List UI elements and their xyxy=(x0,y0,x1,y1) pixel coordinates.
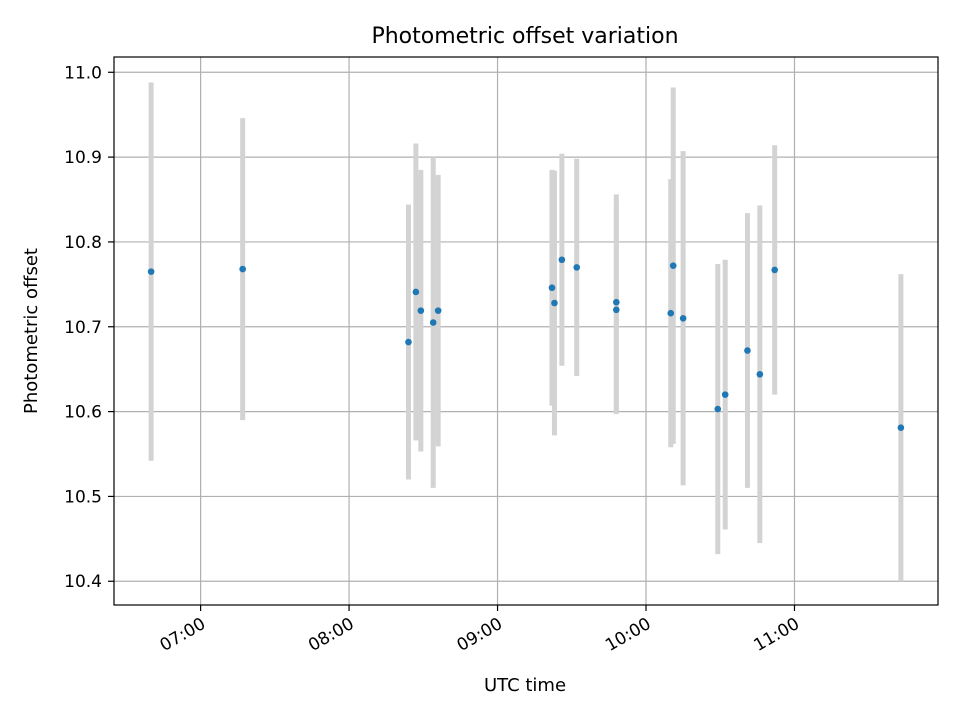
y-tick-label: 10.6 xyxy=(64,403,102,423)
chart-title: Photometric offset variation xyxy=(371,24,678,49)
data-point xyxy=(714,405,722,413)
data-point xyxy=(239,265,246,273)
data-point xyxy=(548,284,556,292)
data-point xyxy=(897,424,905,432)
plot-frame xyxy=(113,56,939,606)
data-point xyxy=(721,391,729,398)
x-axis-label: UTC time xyxy=(484,675,566,696)
data-point xyxy=(412,288,420,296)
data-point xyxy=(771,266,778,274)
x-axis-ticks: 07:00 08:00 09:00 10:00 11:00 xyxy=(157,605,803,656)
y-axis-label: Photometric offset xyxy=(21,248,42,414)
y-tick-label: 10.5 xyxy=(64,487,102,507)
data-point xyxy=(756,370,764,378)
data-point xyxy=(573,264,581,271)
data-points xyxy=(147,256,905,432)
data-point xyxy=(558,256,566,264)
y-tick-label: 11.0 xyxy=(64,63,102,83)
x-tick-label: 11:00 xyxy=(751,614,803,656)
data-point xyxy=(434,307,442,314)
x-tick-label: 08:00 xyxy=(305,614,357,656)
data-point xyxy=(669,262,677,269)
grid xyxy=(114,57,938,605)
data-point xyxy=(667,309,675,317)
y-tick-label: 10.4 xyxy=(64,572,102,592)
y-tick-label: 10.8 xyxy=(64,233,102,253)
x-tick-label: 09:00 xyxy=(454,614,506,656)
data-point xyxy=(613,306,620,314)
data-point xyxy=(744,347,751,354)
data-point xyxy=(429,319,437,326)
x-tick-label: 10:00 xyxy=(602,614,654,656)
data-point xyxy=(405,338,412,346)
x-tick-label: 07:00 xyxy=(157,614,209,656)
y-axis-ticks: 10.4 10.5 10.6 10.7 10.8 10.9 11.0 xyxy=(64,63,114,592)
y-tick-label: 10.9 xyxy=(64,148,102,168)
y-tick-label: 10.7 xyxy=(64,318,102,338)
data-point xyxy=(551,299,558,307)
data-point xyxy=(613,298,620,306)
data-point xyxy=(679,314,687,322)
data-point xyxy=(417,307,425,314)
data-point xyxy=(147,268,155,275)
